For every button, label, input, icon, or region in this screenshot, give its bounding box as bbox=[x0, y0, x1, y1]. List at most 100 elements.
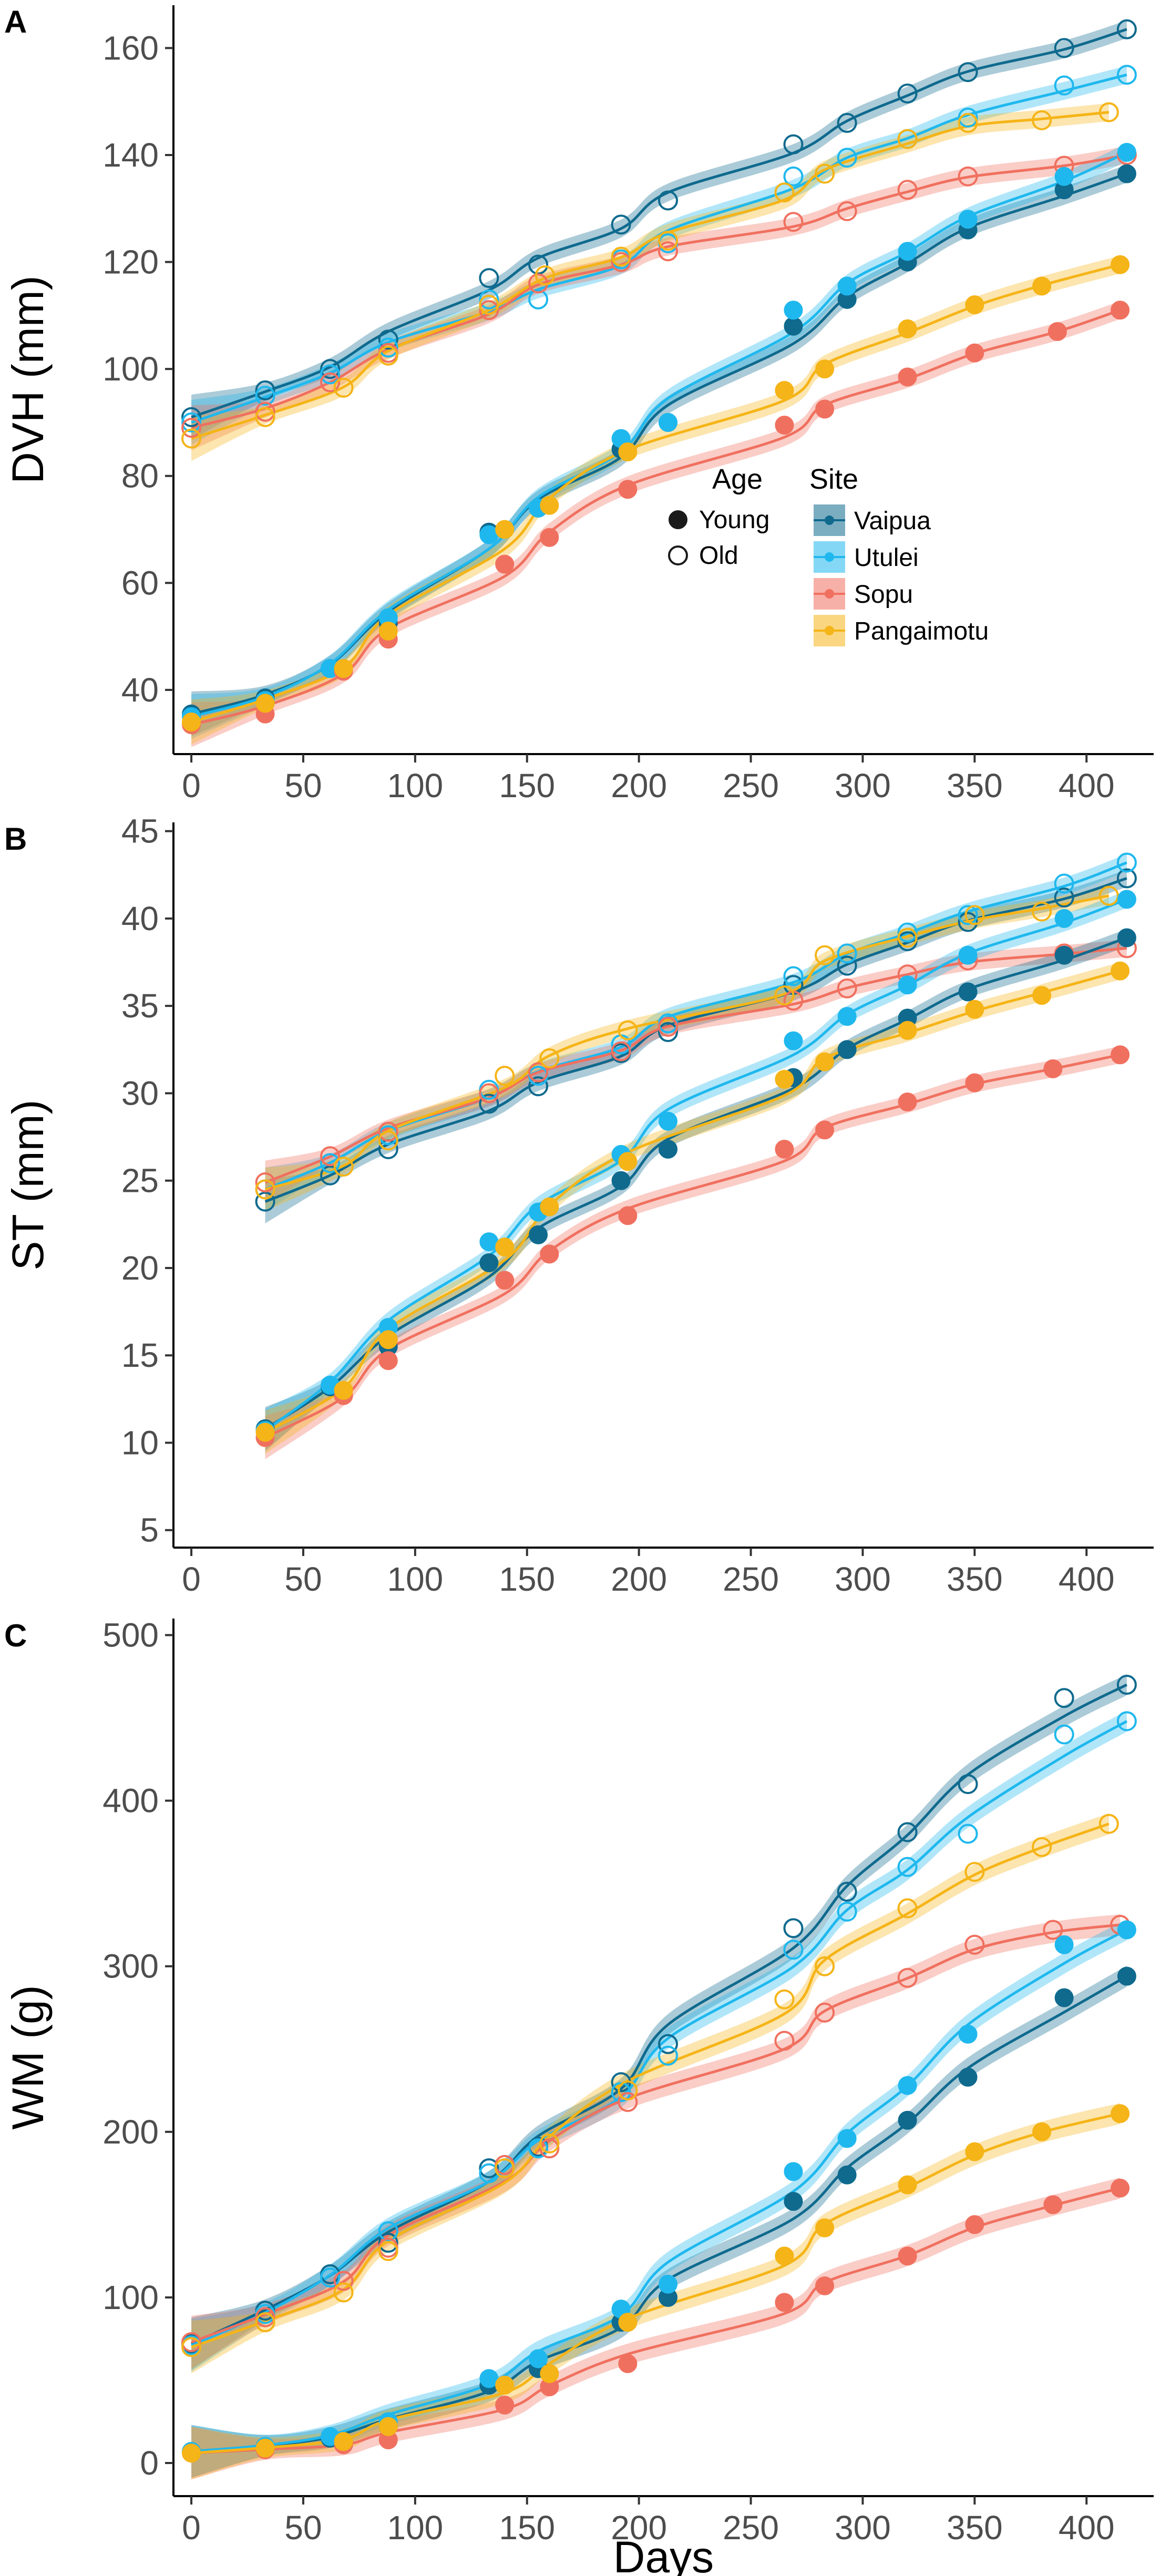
x-tick-label: 100 bbox=[387, 2509, 443, 2547]
data-point-pangaimotu-old bbox=[815, 1956, 835, 1976]
y-tick-label: 45 bbox=[121, 812, 159, 850]
data-point-utulei-old bbox=[1116, 65, 1137, 85]
data-point-sopu-old bbox=[333, 2271, 354, 2291]
legend-age-label: Young bbox=[699, 506, 769, 534]
data-point-sopu-young bbox=[378, 1351, 398, 1371]
data-point-pangaimotu-old bbox=[539, 2133, 560, 2153]
data-point-utulei-old bbox=[378, 2221, 398, 2241]
data-point-utulei-old bbox=[958, 905, 978, 925]
data-point-pangaimotu-young bbox=[255, 2438, 275, 2458]
data-point-pangaimotu-young bbox=[182, 712, 201, 731]
data-point-pangaimotu-young bbox=[1032, 986, 1052, 1005]
legend: Age Young Old Site Vaipua Utulei Sopu Pangaimot… bbox=[668, 463, 989, 646]
data-point-pangaimotu-old bbox=[774, 985, 795, 1006]
data-point-vaipua-old bbox=[837, 1881, 857, 1902]
data-point-utulei-young bbox=[898, 242, 917, 261]
y-axis-title: ST (mm) bbox=[3, 1099, 53, 1270]
data-point-vaipua-old bbox=[1116, 1675, 1137, 1695]
data-point-pangaimotu-young bbox=[1111, 961, 1130, 981]
x-tick-label: 250 bbox=[723, 767, 779, 805]
data-point-utulei-old bbox=[783, 1940, 804, 1960]
data-point-utulei-young bbox=[898, 2076, 917, 2095]
x-tick-label: 200 bbox=[611, 2509, 667, 2547]
data-point-utulei-old bbox=[255, 386, 275, 406]
x-tick-label: 300 bbox=[835, 2509, 891, 2547]
data-point-pangaimotu-old bbox=[495, 2158, 515, 2179]
data-point-utulei-young bbox=[784, 1031, 803, 1050]
x-tick-label: 100 bbox=[387, 767, 443, 805]
y-tick-label: 30 bbox=[121, 1074, 159, 1112]
data-point-pangaimotu-old bbox=[815, 945, 835, 965]
data-point-vaipua-old bbox=[658, 1022, 679, 1043]
data-point-pangaimotu-old bbox=[897, 1898, 918, 1919]
data-point-pangaimotu-young bbox=[255, 1423, 275, 1442]
data-point-utulei-young bbox=[958, 210, 978, 229]
data-point-sopu-old bbox=[964, 1934, 985, 1955]
data-point-utulei-young bbox=[659, 413, 678, 432]
data-point-utulei-old bbox=[320, 364, 341, 385]
data-point-pangaimotu-old bbox=[539, 1048, 560, 1068]
panel-letter: A bbox=[4, 4, 27, 39]
data-point-vaipua-young bbox=[837, 2165, 857, 2185]
data-point-pangaimotu-young bbox=[495, 520, 515, 539]
data-point-sopu-old bbox=[378, 1121, 398, 1142]
data-point-sopu-old bbox=[320, 1146, 341, 1167]
y-tick-label: 25 bbox=[121, 1162, 159, 1200]
data-point-pangaimotu-old bbox=[495, 1066, 515, 1086]
data-point-utulei-old bbox=[958, 1823, 978, 1844]
data-point-pangaimotu-old bbox=[181, 2337, 202, 2357]
data-point-vaipua-old bbox=[658, 190, 679, 211]
data-point-utulei-old bbox=[837, 148, 857, 168]
y-tick-label: 40 bbox=[121, 671, 159, 709]
data-point-pangaimotu-young bbox=[378, 1330, 398, 1349]
data-point-utulei-old bbox=[658, 2045, 679, 2066]
confidence-band-sopu-young bbox=[191, 301, 1121, 747]
data-point-pangaimotu-young bbox=[378, 621, 398, 641]
x-tick-label: 200 bbox=[611, 1560, 667, 1598]
panel-letter: C bbox=[4, 1618, 27, 1653]
legend-site-label: Utulei bbox=[854, 544, 919, 572]
y-tick-label: 100 bbox=[102, 2279, 159, 2316]
data-point-sopu-young bbox=[965, 343, 984, 363]
data-point-vaipua-old bbox=[1054, 1688, 1074, 1708]
data-point-pangaimotu-old bbox=[897, 129, 918, 149]
data-point-vaipua-old bbox=[255, 380, 275, 400]
data-point-pangaimotu-young bbox=[898, 2175, 917, 2194]
data-point-pangaimotu-young bbox=[618, 2313, 638, 2332]
y-tick-label: 160 bbox=[102, 29, 159, 67]
data-point-sopu-old bbox=[958, 166, 978, 187]
data-point-pangaimotu-old bbox=[774, 182, 795, 203]
x-tick-label: 0 bbox=[182, 1560, 201, 1598]
data-point-vaipua-young bbox=[958, 982, 978, 1002]
data-point-vaipua-old bbox=[958, 912, 978, 932]
x-tick-label: 100 bbox=[387, 1560, 443, 1598]
legend-dot-sopu bbox=[825, 589, 834, 599]
x-tick-label: 50 bbox=[284, 1560, 322, 1598]
data-point-pangaimotu-young bbox=[495, 1238, 515, 1257]
data-point-vaipua-old bbox=[320, 359, 341, 379]
data-point-vaipua-old bbox=[611, 214, 631, 235]
data-point-sopu-old bbox=[897, 180, 918, 200]
data-point-sopu-old bbox=[255, 1172, 275, 1193]
data-point-utulei-young bbox=[784, 2162, 803, 2181]
data-point-pangaimotu-old bbox=[378, 1130, 398, 1151]
data-point-sopu-old bbox=[658, 241, 679, 262]
data-point-sopu-old bbox=[255, 401, 275, 422]
data-point-utulei-old bbox=[181, 412, 202, 432]
x-tick-label: 250 bbox=[723, 1560, 779, 1598]
data-point-pangaimotu-old bbox=[1098, 102, 1119, 122]
data-point-pangaimotu-young bbox=[495, 2375, 515, 2395]
data-point-pangaimotu-young bbox=[618, 1152, 638, 1171]
data-point-vaipua-young bbox=[659, 1139, 678, 1159]
data-point-vaipua-old bbox=[1116, 19, 1137, 39]
data-point-utulei-young bbox=[837, 276, 857, 296]
confidence-band-utulei-young bbox=[191, 143, 1127, 739]
data-point-sopu-young bbox=[898, 2247, 917, 2266]
data-point-pangaimotu-old bbox=[1032, 1837, 1052, 1857]
data-point-utulei-old bbox=[783, 966, 804, 986]
data-point-vaipua-old bbox=[479, 268, 499, 288]
trend-line-utulei-young bbox=[191, 151, 1127, 718]
data-point-sopu-old bbox=[611, 1041, 631, 1062]
data-point-sopu-young bbox=[618, 1206, 638, 1225]
data-point-pangaimotu-young bbox=[334, 2432, 353, 2451]
